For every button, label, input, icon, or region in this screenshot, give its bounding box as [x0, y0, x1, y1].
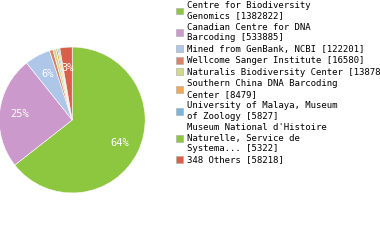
- Legend: Centre for Biodiversity
Genomics [1382822], Canadian Centre for DNA
Barcoding [5: Centre for Biodiversity Genomics [138282…: [175, 0, 380, 165]
- Wedge shape: [27, 51, 72, 120]
- Wedge shape: [49, 50, 72, 120]
- Wedge shape: [15, 47, 145, 193]
- Wedge shape: [53, 49, 72, 120]
- Wedge shape: [56, 48, 72, 120]
- Text: 3%: 3%: [62, 63, 74, 73]
- Wedge shape: [60, 47, 72, 120]
- Text: 64%: 64%: [110, 138, 129, 148]
- Wedge shape: [59, 48, 72, 120]
- Wedge shape: [0, 63, 72, 165]
- Wedge shape: [57, 48, 72, 120]
- Text: 6%: 6%: [41, 69, 54, 79]
- Text: 25%: 25%: [11, 109, 29, 119]
